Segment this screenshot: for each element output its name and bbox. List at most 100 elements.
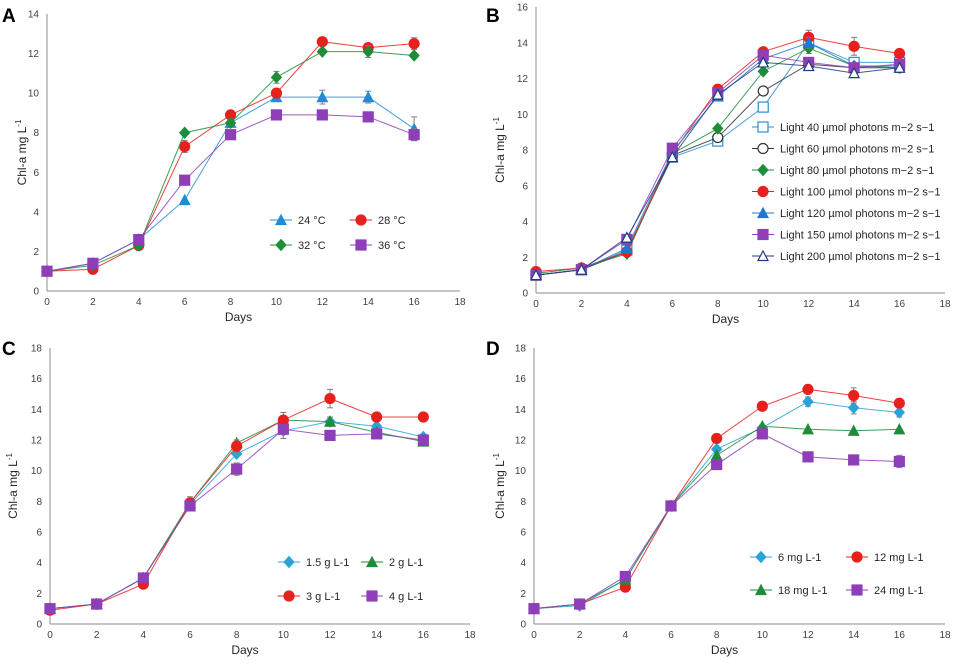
x-tick-label: 12 bbox=[317, 297, 329, 308]
data-point bbox=[231, 440, 243, 452]
y-tick-label: 2 bbox=[36, 589, 42, 600]
legend-item: Light 80 µmol photons m−2 s−1 bbox=[752, 163, 934, 177]
legend-label: 6 mg L-1 bbox=[778, 552, 821, 564]
x-axis-title: Days bbox=[231, 643, 258, 657]
legend: 1.5 g L-1 2 g L-1 3 g L-1 4 g L-1 bbox=[278, 555, 423, 603]
x-tick-label: 16 bbox=[409, 297, 421, 308]
panel-letter: A bbox=[2, 6, 16, 27]
x-tick-label: 8 bbox=[234, 630, 240, 641]
y-tick-label: 0 bbox=[36, 620, 42, 631]
legend-item: Light 120 µmol photons m−2 s−1 bbox=[752, 206, 940, 220]
data-point bbox=[408, 38, 420, 50]
x-tick-label: 10 bbox=[278, 630, 290, 641]
series-5 bbox=[530, 36, 906, 281]
x-tick-label: 4 bbox=[141, 630, 147, 641]
data-point bbox=[847, 401, 860, 415]
y-tick-label: 10 bbox=[517, 110, 529, 121]
panel-letter: B bbox=[486, 6, 500, 27]
legend-item: Light 150 µmol photons m−2 s−1 bbox=[752, 228, 940, 242]
y-tick-label: 10 bbox=[31, 466, 43, 477]
y-tick-label: 12 bbox=[28, 49, 40, 60]
panel-letter: C bbox=[2, 339, 16, 360]
legend-label: 18 mg L-1 bbox=[778, 585, 828, 597]
y-tick-label: 18 bbox=[515, 344, 527, 355]
data-point bbox=[316, 90, 329, 103]
series-line bbox=[533, 388, 900, 610]
data-point bbox=[802, 451, 814, 463]
x-tick-label: 10 bbox=[757, 630, 769, 641]
legend-item: 24 mg L-1 bbox=[846, 584, 924, 597]
y-tick-label: 6 bbox=[522, 181, 528, 192]
x-tick-label: 0 bbox=[531, 630, 537, 641]
x-tick-label: 0 bbox=[533, 299, 539, 310]
y-axis-title: Chl-a mg L-1 bbox=[5, 453, 20, 519]
y-tick-label: 8 bbox=[520, 497, 526, 508]
data-point bbox=[417, 411, 429, 423]
x-tick-label: 0 bbox=[47, 630, 53, 641]
data-point bbox=[802, 395, 814, 408]
legend-item: 28 °C bbox=[350, 214, 406, 227]
legend-marker bbox=[755, 583, 767, 596]
data-point bbox=[848, 454, 860, 466]
data-point bbox=[408, 129, 420, 141]
x-tick-label: 2 bbox=[579, 299, 585, 310]
data-point bbox=[757, 101, 769, 113]
data-point bbox=[620, 242, 633, 254]
y-tick-label: 14 bbox=[31, 405, 43, 416]
legend-label: Light 40 µmol photons m−2 s−1 bbox=[780, 122, 934, 134]
data-point bbox=[133, 233, 145, 246]
data-point bbox=[277, 423, 289, 435]
data-point bbox=[87, 257, 99, 269]
data-point bbox=[848, 66, 861, 79]
series-4 bbox=[528, 428, 905, 615]
y-tick-label: 16 bbox=[517, 3, 529, 14]
legend-label: 3 g L-1 bbox=[306, 591, 340, 603]
data-point bbox=[371, 428, 383, 440]
data-point bbox=[802, 422, 814, 435]
legend-marker bbox=[757, 121, 769, 133]
legend-label: 4 g L-1 bbox=[389, 591, 423, 603]
data-point bbox=[371, 411, 383, 423]
data-point bbox=[324, 415, 336, 427]
data-point bbox=[710, 449, 723, 461]
x-tick-label: 12 bbox=[803, 299, 815, 310]
data-point bbox=[802, 36, 815, 48]
x-tick-label: 14 bbox=[363, 297, 375, 308]
data-point bbox=[184, 500, 196, 512]
data-point bbox=[41, 265, 53, 277]
x-tick-label: 12 bbox=[802, 630, 814, 641]
chart-panel-b: B 0 2 4 6 8 10 12 14 16 18 0 2 4 6 8 10 12 14 16 Days Chl-a m… bbox=[486, 3, 951, 327]
y-tick-label: 4 bbox=[33, 207, 39, 218]
y-tick-label: 18 bbox=[31, 344, 43, 355]
series-line bbox=[46, 51, 415, 272]
legend-label: Light 100 µmol photons m−2 s−1 bbox=[780, 187, 940, 199]
y-tick-label: 2 bbox=[520, 589, 526, 600]
legend-label: 28 °C bbox=[378, 215, 406, 227]
y-tick-label: 2 bbox=[33, 247, 39, 258]
x-tick-label: 14 bbox=[371, 630, 383, 641]
panel-letter: D bbox=[486, 339, 500, 360]
data-point bbox=[316, 109, 328, 121]
data-point bbox=[316, 36, 328, 48]
legend-marker bbox=[757, 185, 769, 198]
x-tick-label: 18 bbox=[464, 630, 476, 641]
y-tick-label: 10 bbox=[28, 89, 40, 100]
legend-marker bbox=[757, 249, 769, 262]
x-tick-label: 4 bbox=[624, 299, 630, 310]
data-point bbox=[44, 603, 56, 615]
y-tick-label: 16 bbox=[515, 374, 527, 385]
x-axis-title: Days bbox=[225, 310, 252, 324]
legend-label: 12 mg L-1 bbox=[874, 552, 924, 564]
x-tick-label: 16 bbox=[418, 630, 430, 641]
legend-marker bbox=[275, 238, 287, 252]
legend-item: 24 °C bbox=[270, 213, 326, 227]
series-3 bbox=[44, 388, 429, 616]
y-tick-label: 8 bbox=[36, 497, 42, 508]
legend-marker bbox=[366, 555, 378, 568]
legend-marker bbox=[283, 590, 295, 602]
data-point bbox=[666, 150, 679, 163]
legend-item: Light 100 µmol photons m−2 s−1 bbox=[752, 185, 940, 199]
legend-label: 32 °C bbox=[298, 240, 326, 252]
data-point bbox=[757, 65, 769, 78]
